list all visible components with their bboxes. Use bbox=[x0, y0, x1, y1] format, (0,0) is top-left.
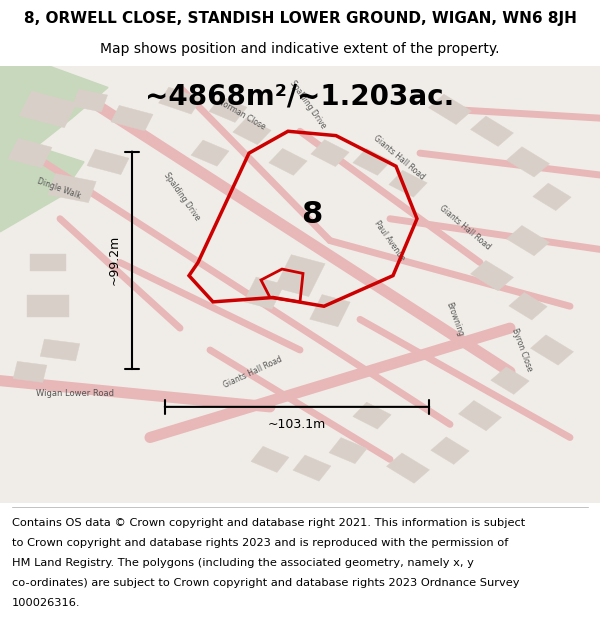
Bar bbox=[310, 294, 350, 327]
Text: Giants Hall Road: Giants Hall Road bbox=[438, 204, 493, 251]
Bar bbox=[470, 261, 514, 291]
Bar bbox=[244, 277, 284, 309]
Text: Giants Hall Road: Giants Hall Road bbox=[372, 134, 427, 181]
Text: ~4868m²/~1.203ac.: ~4868m²/~1.203ac. bbox=[145, 82, 455, 110]
Bar bbox=[233, 118, 271, 145]
Polygon shape bbox=[0, 66, 108, 175]
Bar bbox=[191, 140, 229, 166]
Bar bbox=[386, 453, 430, 483]
Bar bbox=[509, 292, 547, 320]
Bar bbox=[27, 295, 69, 317]
Text: Map shows position and indicative extent of the property.: Map shows position and indicative extent… bbox=[100, 42, 500, 56]
Bar bbox=[8, 138, 52, 168]
Bar bbox=[491, 367, 529, 394]
Bar bbox=[30, 254, 66, 271]
Text: 8: 8 bbox=[301, 200, 323, 229]
Bar bbox=[251, 446, 289, 472]
Bar bbox=[458, 401, 502, 431]
Bar bbox=[533, 183, 571, 211]
Text: ~99.2m: ~99.2m bbox=[107, 235, 121, 286]
Text: Dingle Walk: Dingle Walk bbox=[36, 176, 82, 200]
Bar bbox=[506, 147, 550, 177]
Bar bbox=[530, 335, 574, 365]
Text: ~103.1m: ~103.1m bbox=[268, 418, 326, 431]
Bar bbox=[48, 174, 96, 203]
Text: co-ordinates) are subject to Crown copyright and database rights 2023 Ordnance S: co-ordinates) are subject to Crown copyr… bbox=[12, 578, 520, 588]
Bar bbox=[40, 339, 80, 361]
Bar bbox=[353, 148, 391, 176]
Text: Byron Close: Byron Close bbox=[510, 327, 534, 373]
Bar bbox=[293, 455, 331, 481]
Bar bbox=[269, 148, 307, 176]
Bar bbox=[209, 96, 247, 122]
Bar bbox=[13, 361, 47, 382]
Text: Norman Close: Norman Close bbox=[216, 96, 267, 131]
Bar bbox=[87, 149, 129, 174]
Text: Contains OS data © Crown copyright and database right 2021. This information is : Contains OS data © Crown copyright and d… bbox=[12, 518, 525, 528]
Text: Spalding Drive: Spalding Drive bbox=[162, 171, 202, 222]
Bar bbox=[428, 94, 472, 124]
Bar bbox=[431, 437, 469, 464]
Bar bbox=[353, 402, 391, 429]
Polygon shape bbox=[0, 144, 84, 232]
Bar bbox=[311, 139, 349, 167]
Text: Wigan Lower Road: Wigan Lower Road bbox=[36, 389, 114, 398]
Text: to Crown copyright and database rights 2023 and is reproduced with the permissio: to Crown copyright and database rights 2… bbox=[12, 538, 508, 548]
Bar bbox=[329, 438, 367, 464]
Bar bbox=[275, 255, 325, 296]
Bar bbox=[506, 226, 550, 256]
Text: HM Land Registry. The polygons (including the associated geometry, namely x, y: HM Land Registry. The polygons (includin… bbox=[12, 558, 474, 568]
Bar bbox=[158, 87, 202, 114]
Bar bbox=[73, 89, 107, 112]
Text: 100026316.: 100026316. bbox=[12, 598, 80, 608]
Bar bbox=[389, 170, 427, 198]
Text: Giants Hall Road: Giants Hall Road bbox=[222, 354, 284, 389]
Bar bbox=[111, 106, 153, 131]
Text: 8, ORWELL CLOSE, STANDISH LOWER GROUND, WIGAN, WN6 8JH: 8, ORWELL CLOSE, STANDISH LOWER GROUND, … bbox=[23, 11, 577, 26]
Text: Spalding Drive: Spalding Drive bbox=[288, 79, 328, 131]
Text: Paul Avenue: Paul Avenue bbox=[372, 219, 406, 262]
Bar bbox=[470, 116, 514, 146]
Text: Browning: Browning bbox=[444, 301, 465, 338]
Bar bbox=[19, 91, 77, 128]
